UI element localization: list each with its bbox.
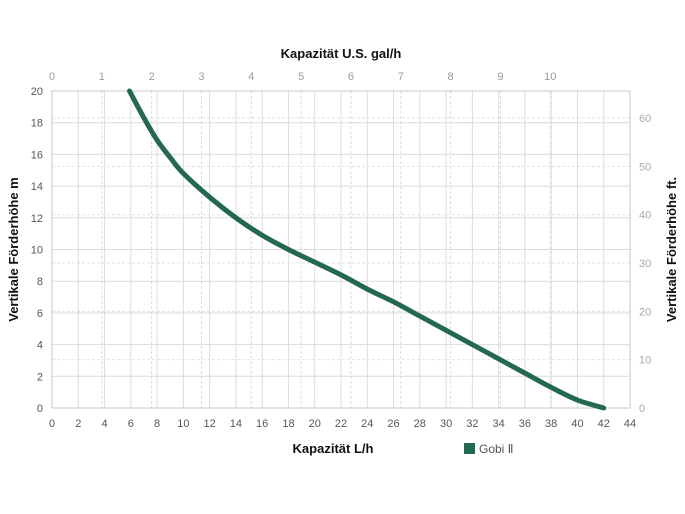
tick-label-y: 6 [37, 308, 43, 320]
tick-label-y2: 0 [639, 403, 645, 415]
plot-frame [51, 90, 631, 409]
tick-label-y2: 60 [639, 113, 651, 125]
tick-label-x2: 8 [448, 71, 454, 83]
right-axis-title: Vertikale Förderhöhe ft. [664, 177, 679, 322]
tick-label-x: 12 [204, 418, 216, 430]
tick-label-y: 16 [31, 149, 43, 161]
tick-label-y: 2 [37, 371, 43, 383]
tick-label-x2: 3 [198, 71, 204, 83]
tick-label-x: 22 [335, 418, 347, 430]
tick-label-x: 34 [493, 418, 505, 430]
tick-label-x: 14 [230, 418, 242, 430]
top-axis-title: Kapazität U.S. gal/h [281, 46, 402, 61]
bottom-axis-title: Kapazität L/h [293, 441, 374, 456]
tick-label-x2: 10 [544, 71, 556, 83]
legend: Gobi Ⅱ [464, 442, 514, 456]
tick-label-y: 10 [31, 245, 43, 257]
tick-label-y2: 30 [639, 258, 651, 270]
tick-label-x: 0 [49, 418, 55, 430]
tick-label-x2: 9 [497, 71, 503, 83]
tick-label-x2: 6 [348, 71, 354, 83]
tick-label-x: 4 [101, 418, 107, 430]
tick-label-x2: 2 [149, 71, 155, 83]
tick-label-x2: 5 [298, 71, 304, 83]
tick-label-y: 0 [37, 403, 43, 415]
tick-label-x: 28 [414, 418, 426, 430]
tick-label-x2: 4 [248, 71, 254, 83]
grid [51, 90, 631, 409]
tick-label-y: 14 [31, 181, 43, 193]
tick-label-x: 36 [519, 418, 531, 430]
legend-swatch-gobi [464, 443, 475, 454]
tick-label-y2: 20 [639, 306, 651, 318]
tick-label-x: 40 [571, 418, 583, 430]
tick-label-y: 4 [37, 340, 43, 352]
tick-label-x2: 7 [398, 71, 404, 83]
left-axis-title: Vertikale Förderhöhe m [6, 177, 21, 322]
tick-label-x: 2 [75, 418, 81, 430]
tick-label-x: 42 [598, 418, 610, 430]
tick-label-x: 30 [440, 418, 452, 430]
tick-label-x2: 0 [49, 71, 55, 83]
tick-label-x: 26 [387, 418, 399, 430]
tick-label-y2: 50 [639, 161, 651, 173]
tick-label-x: 8 [154, 418, 160, 430]
tick-label-y: 8 [37, 276, 43, 288]
tick-label-y: 12 [31, 213, 43, 225]
tick-label-y: 18 [31, 118, 43, 130]
tick-label-x: 20 [309, 418, 321, 430]
tick-label-x: 16 [256, 418, 268, 430]
curves [127, 88, 607, 411]
tick-labels: 0 2 4 6 8 10 12 14 16 18 20 22 24 26 28 30 32 34 36 38 40 42 4… [31, 71, 652, 430]
tick-label-y2: 10 [639, 355, 651, 367]
tick-label-x: 6 [128, 418, 134, 430]
tick-label-x: 32 [466, 418, 478, 430]
legend-label-gobi: Gobi Ⅱ [479, 442, 514, 456]
tick-label-y: 20 [31, 86, 43, 98]
tick-label-x: 10 [177, 418, 189, 430]
tick-label-x2: 1 [99, 71, 105, 83]
tick-label-x: 38 [545, 418, 557, 430]
series-line-gobi [127, 88, 607, 411]
tick-label-x: 24 [361, 418, 373, 430]
tick-label-x: 44 [624, 418, 636, 430]
tick-label-x: 18 [282, 418, 294, 430]
tick-label-y2: 40 [639, 210, 651, 222]
